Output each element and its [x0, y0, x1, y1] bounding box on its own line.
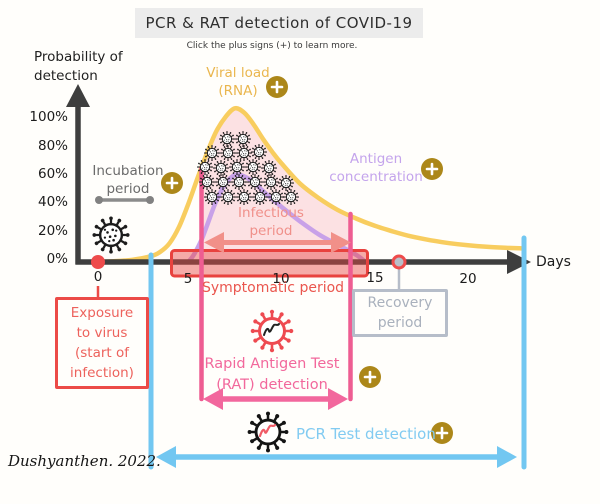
viral-load-curve	[92, 105, 527, 265]
pcr-arrow	[156, 446, 517, 468]
pcr-detection-label: PCR Test detection	[296, 425, 436, 443]
infectious-period-label: Infectious period	[238, 205, 304, 239]
author-signature: Dushyanthen. 2022.	[8, 452, 161, 470]
incubation-period-label: Incubation period	[92, 163, 164, 197]
y-axis-arrowhead	[66, 84, 90, 107]
viral-load-label: Viral load (RNA)	[206, 65, 270, 99]
y-tick-100: 100%	[29, 109, 68, 125]
infectious-arrow	[204, 232, 351, 253]
x-axis-arrowhead	[507, 250, 531, 274]
y-axis-label: Probability of detection	[34, 49, 123, 84]
plus-icon[interactable]	[359, 366, 381, 388]
y-tick-80: 80%	[37, 138, 68, 154]
y-tick-20: 20%	[37, 223, 68, 239]
pcr-virus-icon	[248, 412, 289, 453]
y-tick-60: 60%	[37, 166, 68, 182]
rat-virus-icon	[251, 310, 294, 353]
symptomatic-period-label: Symptomatic period	[201, 280, 345, 296]
subtitle: Click the plus signs (+) to learn more.	[186, 41, 358, 51]
recovery-dot	[391, 254, 407, 270]
incubation-line	[95, 196, 154, 204]
antigen-concentration-label: Antigen concentration	[329, 151, 423, 185]
rat-detection-label: Rapid Antigen Test (RAT) detection	[204, 356, 340, 393]
plus-icon[interactable]	[161, 172, 183, 194]
axes	[75, 102, 509, 265]
x-tick-20: 20	[459, 271, 477, 287]
page-title: PCR & RAT detection of COVID-19	[135, 8, 423, 38]
plus-icon[interactable]	[421, 158, 443, 180]
x-tick-10: 10	[272, 271, 290, 287]
x-tick-5: 5	[183, 271, 193, 287]
exposure-box: Exposure to virus (start of infection)	[55, 297, 149, 389]
x-tick-0: 0	[93, 269, 103, 285]
exposure-dot	[91, 255, 105, 269]
y-tick-0: 0%	[46, 251, 68, 267]
pcr-bound-lines	[148, 235, 527, 470]
infectious-bound-lines	[199, 165, 353, 402]
rat-arrow	[203, 388, 348, 410]
plus-buttons	[161, 76, 453, 444]
y-tick-40: 40%	[37, 194, 68, 210]
symptomatic-period-bar	[170, 249, 369, 278]
recovery-box: Recovery period	[352, 289, 448, 337]
plus-icon[interactable]	[266, 76, 288, 98]
plus-icon[interactable]	[431, 422, 453, 444]
virus-icon	[92, 216, 129, 253]
x-tick-15: 15	[366, 270, 384, 286]
x-axis-label: Days	[536, 254, 571, 270]
